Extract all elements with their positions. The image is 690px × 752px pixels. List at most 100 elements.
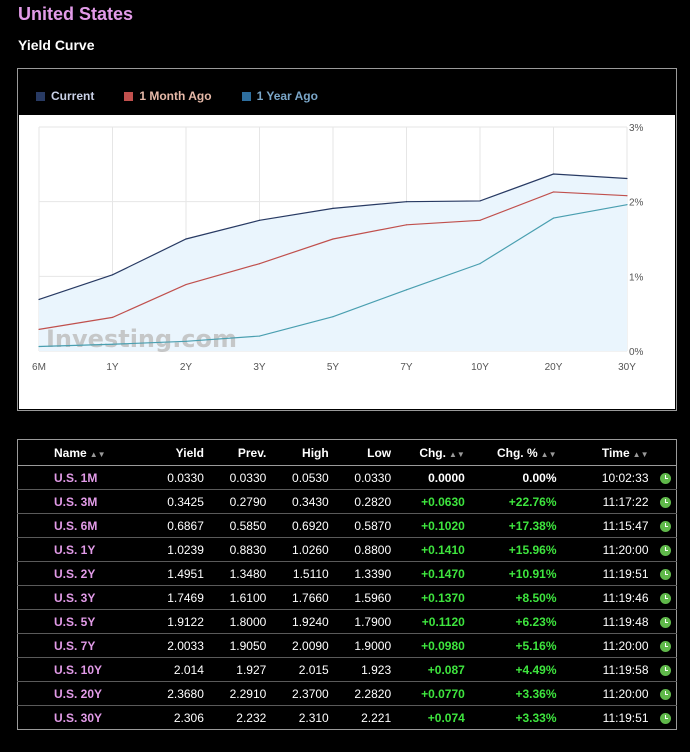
change-percent-value: +17.38%: [470, 513, 563, 538]
legend-item-current[interactable]: Current: [36, 89, 94, 103]
clock-cell: [654, 657, 677, 682]
x-tick-label: 7Y: [400, 362, 413, 373]
bond-name-link[interactable]: U.S. 30Y: [54, 710, 103, 725]
change-percent-value: +10.91%: [470, 561, 563, 586]
high-value: 2.3700: [272, 681, 335, 706]
legend-swatch-month-ago: [124, 91, 134, 101]
data-point: [332, 207, 334, 209]
change-percent-value: 0.00%: [470, 465, 563, 490]
legend-item-month-ago[interactable]: 1 Month Ago: [124, 89, 212, 103]
time-value: 11:20:00: [562, 633, 655, 658]
x-tick-label: 2Y: [180, 362, 193, 373]
table-row: U.S. 1M 0.0330 0.0330 0.0530 0.0330 0.0000 0.0…: [17, 465, 677, 490]
data-point: [626, 177, 628, 180]
yield-value: 2.0033: [147, 633, 210, 658]
clock-cell: [654, 609, 677, 634]
high-value: 0.0530: [272, 465, 335, 490]
table-header-row: Name ▲▼ Yield Prev. High Low Chg. ▲▼ Chg. …: [17, 439, 677, 466]
prev-value: 0.0330: [209, 465, 273, 490]
data-point: [479, 219, 481, 221]
bond-name-link[interactable]: U.S. 20Y: [17, 681, 148, 706]
y-tick-label: 1%: [629, 272, 644, 283]
clock-icon: [659, 472, 671, 484]
time-value: 11:19:51: [602, 710, 649, 725]
time-value: 11:20:00: [562, 681, 655, 706]
data-point: [38, 345, 40, 348]
data-point: [405, 289, 408, 291]
legend-swatch-current: [36, 91, 45, 101]
clock-icon: [659, 616, 671, 628]
data-point: [626, 195, 628, 197]
time-value: 10:02:33: [562, 465, 655, 490]
change-value: +0.0630: [397, 489, 471, 514]
col-chg-pct-header[interactable]: Chg. % ▲▼: [470, 439, 563, 466]
change-value: +0.087: [397, 657, 471, 682]
high-value: 0.6920: [272, 513, 335, 538]
yield-value: 1.0239: [147, 537, 210, 562]
change-value: +0.1410: [397, 537, 471, 562]
y-tick-label: 3%: [629, 123, 644, 134]
x-tick-label: 5Y: [327, 362, 340, 373]
bond-name-link[interactable]: U.S. 5Y: [17, 609, 148, 634]
low-value: 0.0330: [334, 465, 398, 490]
yield-value: 2.3680: [147, 681, 210, 706]
prev-value: 2.2910: [209, 681, 273, 706]
time-value: 11:20:00: [562, 537, 655, 562]
bond-name-link[interactable]: U.S. 6M: [17, 513, 148, 538]
yields-table: Name ▲▼ Yield Prev. High Low Chg. ▲▼ Chg. …: [17, 439, 677, 730]
low-value: 1.5960: [334, 585, 398, 610]
data-point: [258, 219, 261, 221]
high-value: 2.0090: [272, 633, 335, 658]
x-tick-label: 1Y: [106, 362, 119, 373]
high-value: 1.5110: [272, 561, 335, 586]
change-value: 0.0000: [397, 465, 471, 490]
bond-name-link[interactable]: U.S. 10Y: [17, 657, 148, 682]
table-row: U.S. 30Y 2.306 2.232 2.310 2.221 +0.074 +3.33%…: [18, 706, 677, 730]
clock-icon: [659, 496, 671, 508]
data-point: [479, 200, 481, 202]
data-point: [552, 173, 555, 175]
prev-value: 1.3480: [209, 561, 273, 586]
x-tick-label: 3Y: [253, 362, 266, 373]
col-chg-header[interactable]: Chg. ▲▼: [397, 439, 471, 466]
x-tick-label: 10Y: [471, 362, 489, 373]
legend-label-current: Current: [51, 89, 95, 103]
prev-value: 0.2790: [209, 489, 273, 514]
country-title: United States: [18, 4, 134, 24]
data-point: [185, 340, 187, 342]
change-value: +0.074: [427, 710, 465, 725]
legend-item-year-ago[interactable]: 1 Year Ago: [241, 89, 318, 103]
time-value: 11:17:22: [562, 489, 655, 514]
change-percent-value: +4.49%: [470, 657, 563, 682]
bond-name-link[interactable]: U.S. 3Y: [17, 585, 148, 610]
bond-name-link[interactable]: U.S. 1Y: [17, 537, 148, 562]
chart-plot: Investing.com 3% 2% 1% 0% 6M 1Y 2Y 3Y 5Y 7Y 10Y 20Y 3…: [19, 115, 675, 409]
yield-value: 1.4951: [147, 561, 210, 586]
yield-value: 0.6867: [147, 513, 210, 538]
clock-cell: [654, 633, 677, 658]
clock-cell: [654, 561, 677, 586]
low-value: 1.9000: [334, 633, 398, 658]
low-value: 0.5870: [334, 513, 398, 538]
col-name-header[interactable]: Name ▲▼: [17, 439, 148, 466]
table-row: U.S. 6M 0.6867 0.5850 0.6920 0.5870 +0.1020 +1…: [17, 513, 677, 538]
high-value: 2.015: [272, 657, 335, 682]
table-row: U.S. 10Y 2.014 1.927 2.015 1.923 +0.087 +4.49%…: [17, 657, 677, 682]
clock-icon: [659, 640, 671, 652]
x-tick-label: 20Y: [545, 362, 563, 373]
high-value: 1.0260: [272, 537, 335, 562]
change-value: +0.1370: [397, 585, 471, 610]
data-point: [405, 201, 408, 203]
bond-name-link[interactable]: U.S. 1M: [17, 465, 148, 490]
col-clock-header: [654, 439, 677, 466]
clock-cell: [654, 513, 677, 538]
col-time-header[interactable]: Time ▲▼: [562, 439, 655, 466]
bond-name-link[interactable]: U.S. 7Y: [17, 633, 148, 658]
x-tick-label: 30Y: [618, 362, 636, 373]
high-value: 1.9240: [272, 609, 335, 634]
table-row: U.S. 20Y 2.3680 2.2910 2.3700 2.2820 +0.0770 +…: [17, 681, 677, 706]
bond-name-link[interactable]: U.S. 2Y: [17, 561, 148, 586]
clock-icon: [659, 664, 671, 676]
clock-cell: [654, 465, 677, 490]
bond-name-link[interactable]: U.S. 3M: [17, 489, 148, 514]
